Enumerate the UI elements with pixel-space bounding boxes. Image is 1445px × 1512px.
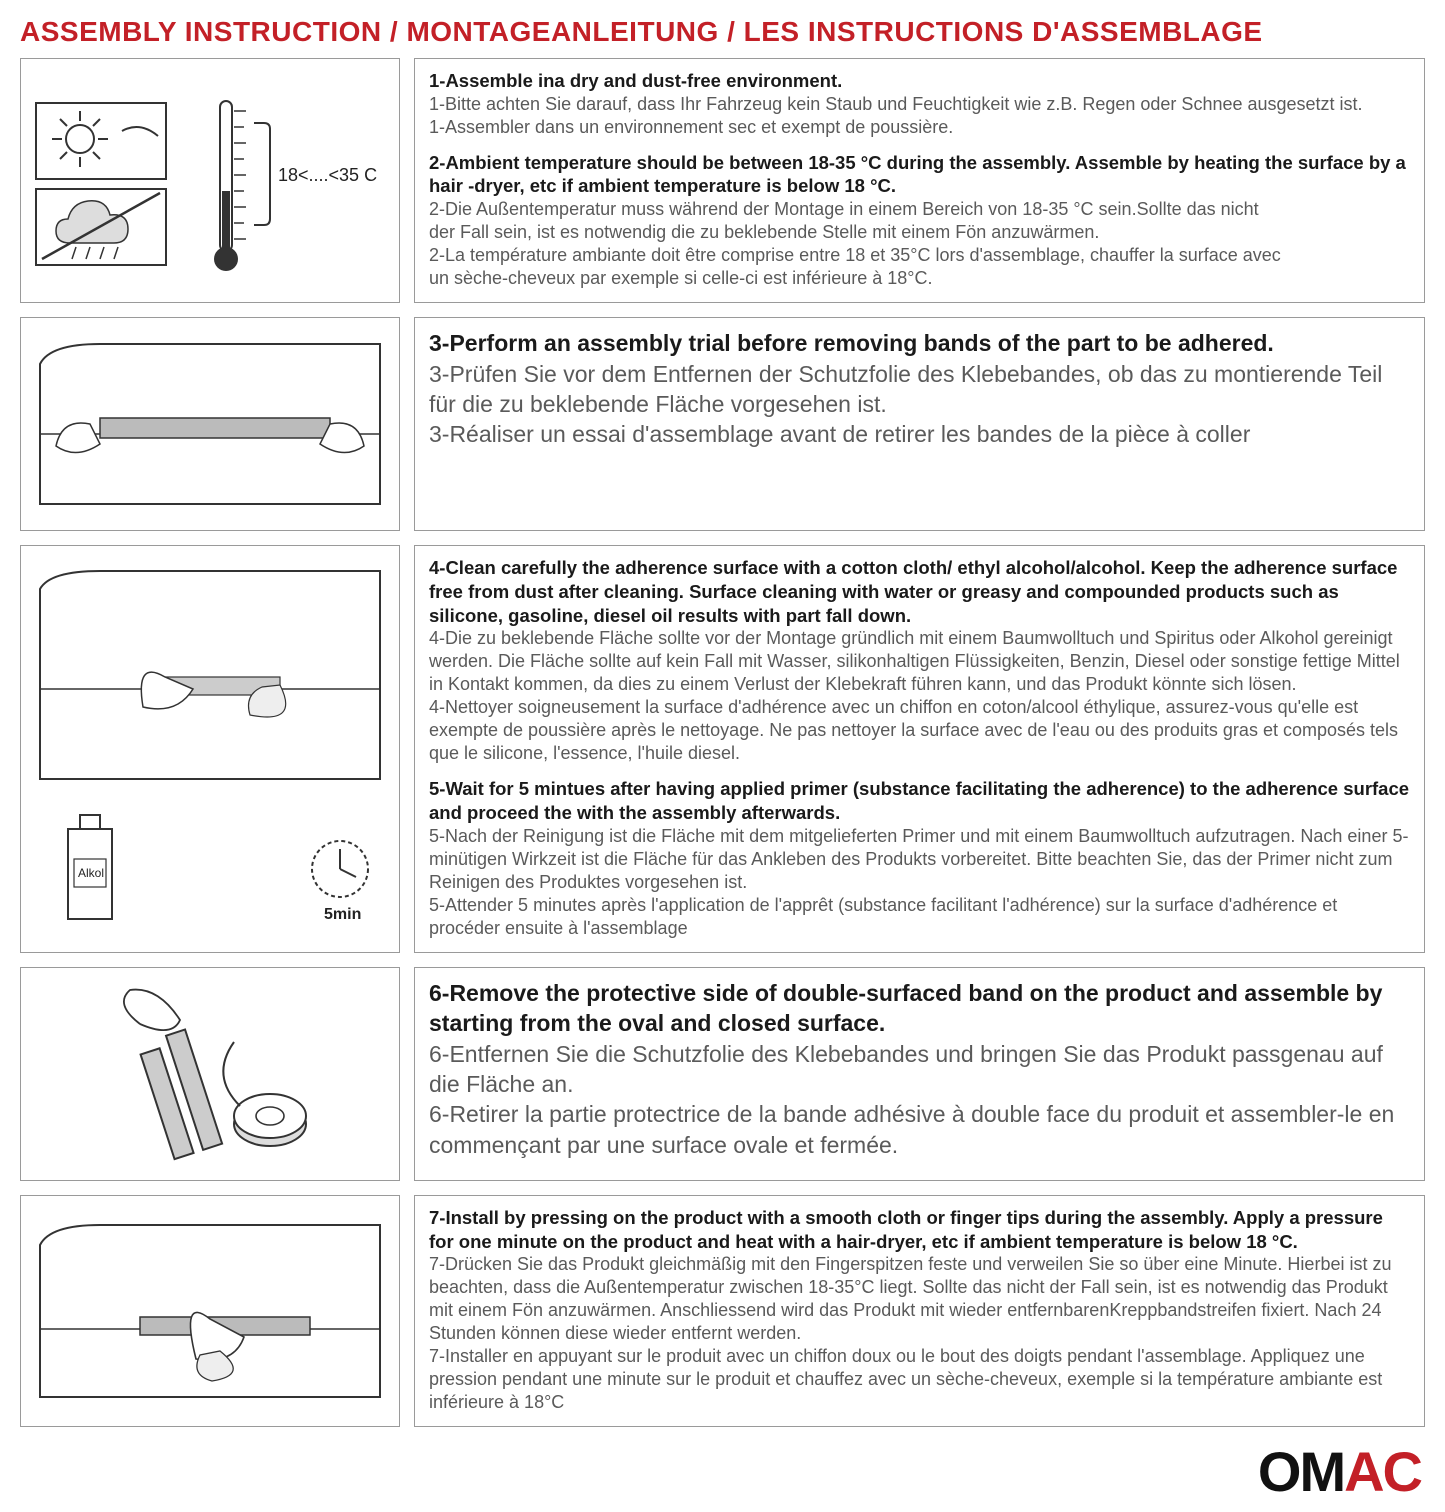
step-5-fr: 5-Attender 5 minutes après l'application… — [429, 894, 1410, 940]
step-6-de: 6-Entfernen Sie die Schutzfolie des Kleb… — [429, 1039, 1410, 1100]
step-5: 5-Wait for 5 mintues after having applie… — [429, 777, 1410, 940]
step-row-1: 18<....<35 C 1-Assemble ina dry and dust… — [20, 58, 1425, 303]
step-3: 3-Perform an assembly trial before remov… — [429, 328, 1410, 449]
illustration-trial-fit — [20, 317, 400, 531]
logo-part-ac: AC — [1344, 1440, 1421, 1503]
step-row-4: 6-Remove the protective side of double-s… — [20, 967, 1425, 1181]
page-title: ASSEMBLY INSTRUCTION / MONTAGEANLEITUNG … — [20, 16, 1425, 48]
illustration-press-product — [20, 1195, 400, 1428]
step-7-en: 7-Install by pressing on the product wit… — [429, 1206, 1410, 1253]
step-text-3: 3-Perform an assembly trial before remov… — [414, 317, 1425, 531]
step-2-fr-1: 2-La température ambiante doit être comp… — [429, 244, 1410, 267]
timer-label: 5min — [324, 906, 361, 923]
step-2-de-2: der Fall sein, ist es notwendig die zu b… — [429, 221, 1410, 244]
brand-logo: OMAC — [20, 1439, 1425, 1504]
illustration-temperature: 18<....<35 C — [20, 58, 400, 303]
step-6: 6-Remove the protective side of double-s… — [429, 978, 1410, 1160]
step-6-fr: 6-Retirer la partie protectrice de la ba… — [429, 1099, 1410, 1160]
temp-range-label: 18<....<35 C — [278, 165, 377, 185]
step-2-en: 2-Ambient temperature should be between … — [429, 151, 1410, 198]
step-2-de-1: 2-Die Außentemperatur muss während der M… — [429, 198, 1410, 221]
step-7: 7-Install by pressing on the product wit… — [429, 1206, 1410, 1415]
step-2-fr-2: un sèche-cheveux par exemple si celle-ci… — [429, 267, 1410, 290]
step-1-fr: 1-Assembler dans un environnement sec et… — [429, 116, 1410, 139]
step-5-de: 5-Nach der Reinigung ist die Fläche mit … — [429, 825, 1410, 894]
step-5-en: 5-Wait for 5 mintues after having applie… — [429, 777, 1410, 824]
step-text-6: 6-Remove the protective side of double-s… — [414, 967, 1425, 1181]
step-4-fr: 4-Nettoyer soigneusement la surface d'ad… — [429, 696, 1410, 765]
step-7-de: 7-Drücken Sie das Produkt gleichmäßig mi… — [429, 1253, 1410, 1345]
step-text-4-5: 4-Clean carefully the adherence surface … — [414, 545, 1425, 953]
step-row-2: 3-Perform an assembly trial before remov… — [20, 317, 1425, 531]
step-1-de: 1-Bitte achten Sie darauf, dass Ihr Fahr… — [429, 93, 1410, 116]
step-6-en: 6-Remove the protective side of double-s… — [429, 978, 1410, 1039]
step-1-en: 1-Assemble ina dry and dust-free environ… — [429, 69, 1410, 93]
step-7-fr: 7-Installer en appuyant sur le produit a… — [429, 1345, 1410, 1414]
step-text-7: 7-Install by pressing on the product wit… — [414, 1195, 1425, 1428]
step-2: 2-Ambient temperature should be between … — [429, 151, 1410, 290]
step-4: 4-Clean carefully the adherence surface … — [429, 556, 1410, 765]
alcohol-label: Alkol — [78, 866, 104, 880]
illustration-clean-surface: Alkol 5min — [20, 545, 400, 953]
step-row-5: 7-Install by pressing on the product wit… — [20, 1195, 1425, 1428]
step-4-en: 4-Clean carefully the adherence surface … — [429, 556, 1410, 627]
step-3-de: 3-Prüfen Sie vor dem Entfernen der Schut… — [429, 359, 1410, 420]
logo-part-om: OM — [1258, 1440, 1344, 1503]
step-text-1-2: 1-Assemble ina dry and dust-free environ… — [414, 58, 1425, 303]
step-4-de: 4-Die zu beklebende Fläche sollte vor de… — [429, 627, 1410, 696]
step-1: 1-Assemble ina dry and dust-free environ… — [429, 69, 1410, 139]
step-3-fr: 3-Réaliser un essai d'assemblage avant d… — [429, 419, 1410, 449]
illustration-peel-tape — [20, 967, 400, 1181]
step-row-3: Alkol 5min 4-Clean carefully the adheren… — [20, 545, 1425, 953]
step-3-en: 3-Perform an assembly trial before remov… — [429, 328, 1410, 358]
